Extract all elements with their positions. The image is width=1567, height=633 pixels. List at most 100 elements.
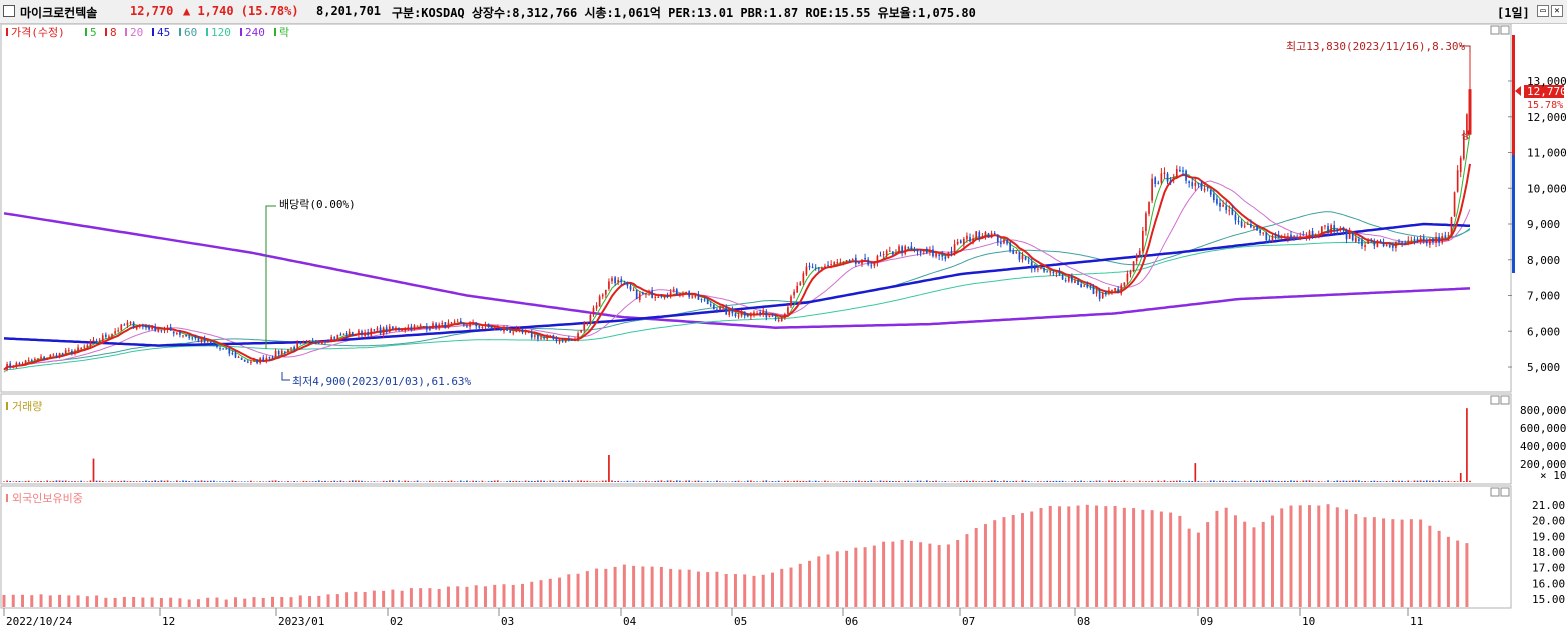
candle-body — [1009, 243, 1011, 251]
volume-bar — [522, 481, 524, 482]
volume-bar — [1000, 481, 1002, 482]
minimize-icon[interactable]: ▭ — [1537, 5, 1549, 17]
candle-body — [309, 340, 311, 341]
volume-tick-label: 600,000 — [1520, 422, 1566, 435]
volume-bar — [911, 481, 913, 482]
foreign-bar — [1030, 511, 1033, 607]
foreign-bar — [493, 585, 496, 607]
price-panel-close-icon[interactable] — [1501, 26, 1509, 34]
volume-bar — [188, 481, 190, 482]
price-panel-minimize-icon[interactable] — [1491, 26, 1499, 34]
candle-body — [1034, 267, 1036, 269]
foreign-bar — [1465, 543, 1468, 607]
candle-body — [28, 360, 30, 361]
volume-bar — [796, 481, 798, 482]
foreign-panel-close-icon[interactable] — [1501, 488, 1509, 496]
volume-bar — [778, 481, 780, 482]
volume-bar — [1225, 481, 1227, 482]
candle-body — [1228, 210, 1230, 211]
candle-body — [198, 339, 200, 342]
foreign-bar — [1002, 517, 1005, 607]
candle-body — [377, 328, 379, 330]
volume-bar — [540, 480, 542, 482]
foreign-bar — [919, 542, 922, 607]
foreign-bar — [308, 596, 311, 607]
foreign-bar — [114, 598, 117, 607]
foreign-bar — [864, 547, 867, 607]
candle-body — [272, 357, 274, 358]
volume-bar — [1448, 481, 1450, 482]
candle-body — [799, 283, 801, 285]
foreign-bar — [817, 556, 820, 607]
x-tick-label: 08 — [1077, 615, 1090, 628]
volume-panel-close-icon[interactable] — [1501, 396, 1509, 404]
stock-name[interactable]: 마이크로컨텍솔 — [20, 4, 97, 21]
price-panel-frame — [1, 24, 1511, 392]
candle-body — [522, 329, 524, 332]
candle-body — [340, 334, 342, 335]
volume-panel-frame — [1, 394, 1511, 484]
candle-body — [636, 290, 638, 299]
period-selector[interactable]: [1일] — [1497, 4, 1530, 21]
candle-body — [12, 366, 14, 367]
volume-bar — [117, 481, 119, 482]
candle-body — [698, 294, 700, 300]
volume-bar — [698, 481, 700, 482]
candle-body — [1238, 221, 1240, 222]
candle-body — [170, 327, 172, 331]
candle-body — [1000, 242, 1002, 244]
price-tick-label: 5,000 — [1527, 361, 1560, 374]
volume-bar — [651, 481, 653, 482]
foreign-bar — [21, 595, 24, 607]
candle-body — [216, 345, 218, 346]
volume-bar — [873, 481, 875, 482]
foreign-bar — [1169, 513, 1172, 607]
candle-body — [1343, 227, 1345, 230]
foreign-bar — [1151, 510, 1154, 607]
candle-body — [833, 262, 835, 265]
legend-entry: 5 — [90, 26, 97, 39]
candle-body — [735, 314, 737, 317]
candle-body — [136, 327, 138, 329]
foreign-bar — [632, 566, 635, 607]
volume-bar — [1370, 481, 1372, 482]
candle-body — [1167, 174, 1169, 182]
x-tick-label: 2023/01 — [278, 615, 324, 628]
close-icon[interactable]: ✕ — [1551, 5, 1563, 17]
volume-bar — [40, 481, 42, 482]
volume-bar — [719, 481, 721, 482]
foreign-bar — [12, 595, 15, 607]
foreign-bar — [484, 586, 487, 607]
foreign-bar — [67, 595, 70, 607]
foreign-bar — [641, 566, 644, 607]
candle-body — [546, 337, 548, 339]
candle-body — [509, 331, 511, 333]
volume-bar — [654, 481, 656, 482]
candle-body — [1028, 260, 1030, 261]
volume-bar — [370, 481, 372, 482]
volume-bar — [228, 481, 230, 482]
foreign-bar — [1077, 506, 1080, 607]
volume-panel-minimize-icon[interactable] — [1491, 396, 1499, 404]
x-tick-label: 04 — [623, 615, 637, 628]
volume-bar — [355, 481, 357, 482]
foreign-bar — [938, 545, 941, 607]
candle-body — [358, 331, 360, 335]
volume-bar — [738, 481, 740, 482]
foreign-panel-minimize-icon[interactable] — [1491, 488, 1499, 496]
checkbox-icon[interactable] — [3, 5, 15, 17]
volume-bar — [991, 480, 993, 482]
candle-body — [1244, 226, 1246, 227]
candle-body — [907, 247, 909, 248]
candle-body — [864, 258, 866, 259]
volume-bar — [451, 481, 453, 482]
volume-bar — [920, 481, 922, 482]
candle-body — [1247, 224, 1249, 225]
foreign-bar — [549, 579, 552, 607]
foreign-bar — [836, 551, 839, 607]
candle-body — [633, 290, 635, 291]
volume-bar — [509, 481, 511, 482]
volume-bar — [9, 481, 11, 482]
volume-bar — [96, 481, 98, 482]
foreign-bar — [540, 580, 543, 607]
